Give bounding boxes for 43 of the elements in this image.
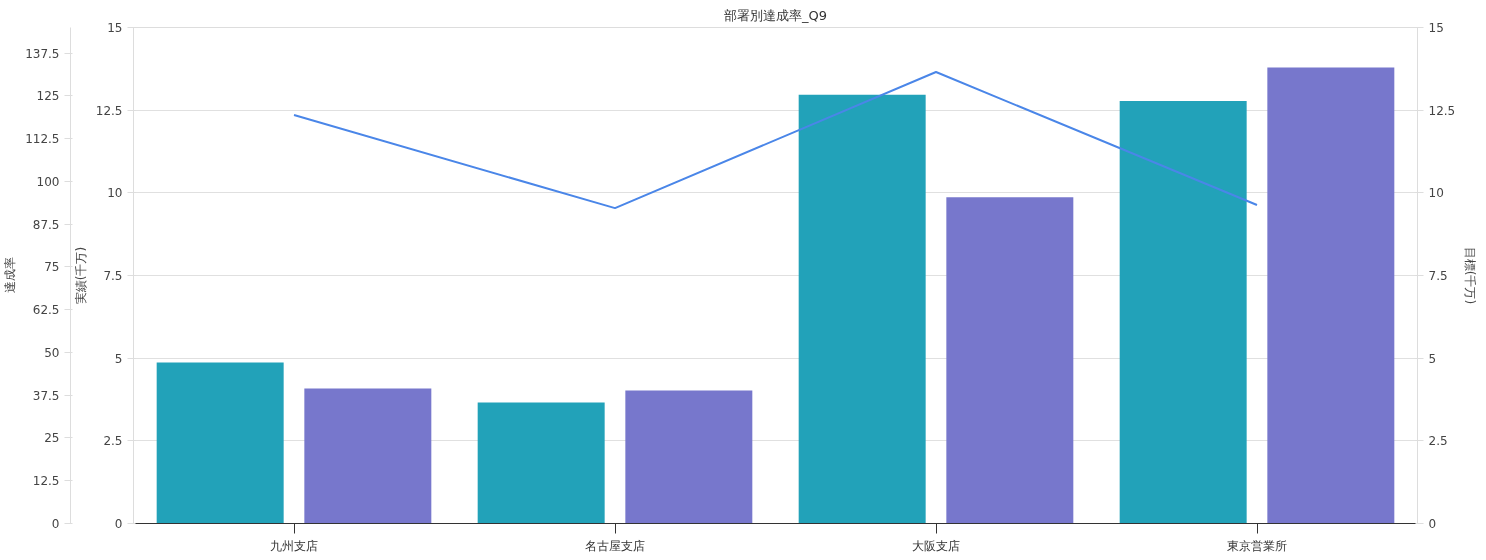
y3-tick-label: 62.5: [32, 303, 60, 318]
line-series: [293, 70, 1258, 210]
y-tick-label: 7.5: [103, 269, 123, 283]
x-tick-label: 大阪支店: [912, 538, 960, 553]
y-tick-label: 15: [107, 21, 123, 35]
bar: [477, 402, 605, 524]
y2-tick-label: 15: [1428, 21, 1444, 35]
y2-tick-label: 7.5: [1428, 269, 1448, 283]
y2-tick-label: 5: [1428, 351, 1437, 366]
y-tick-label: 10: [107, 186, 123, 201]
y3-tick-label: 12.5: [32, 474, 60, 489]
y3-tick-label: 137.5: [25, 46, 60, 61]
y3-tick-label: 37.5: [32, 388, 60, 403]
bar: [304, 388, 432, 524]
y-tick-label: 2.5: [103, 434, 123, 449]
x-tick-label: 東京営業所: [1227, 538, 1287, 553]
y3-tick-label: 125: [36, 89, 60, 104]
y-tick-label: 12.5: [95, 103, 123, 118]
bar: [625, 390, 753, 524]
y-tick-label: 5: [114, 351, 123, 366]
y2-axis-title: 目標(千万): [1463, 246, 1478, 305]
y2-tick-label: 12.5: [1428, 103, 1456, 118]
y3-tick-label: 87.5: [32, 217, 60, 232]
y2-tick-label: 0: [1428, 517, 1437, 531]
y2-tick-label: 10: [1428, 186, 1444, 201]
bar: [1119, 100, 1247, 524]
bar: [946, 197, 1074, 524]
bar: [798, 94, 926, 524]
y3-tick-label: 112.5: [25, 132, 60, 147]
bar: [156, 362, 284, 524]
y3-tick-label: 100: [36, 174, 60, 189]
y3-tick-label: 25: [44, 431, 60, 446]
y-axis-title: 実績(千万): [73, 246, 88, 305]
y3-tick-label: 75: [44, 260, 60, 275]
y3-axis-title: 達成率: [3, 257, 18, 294]
y2-tick-label: 2.5: [1428, 434, 1448, 449]
chart-title: 部署別達成率_Q9: [724, 7, 828, 23]
x-tick-label: 名古屋支店: [585, 538, 645, 553]
y3-tick-label: 50: [44, 345, 60, 360]
y-tick-label: 0: [114, 517, 123, 531]
x-tick-label: 九州支店: [270, 538, 318, 553]
bar: [1267, 67, 1395, 524]
y3-tick-label: 0: [51, 517, 60, 531]
